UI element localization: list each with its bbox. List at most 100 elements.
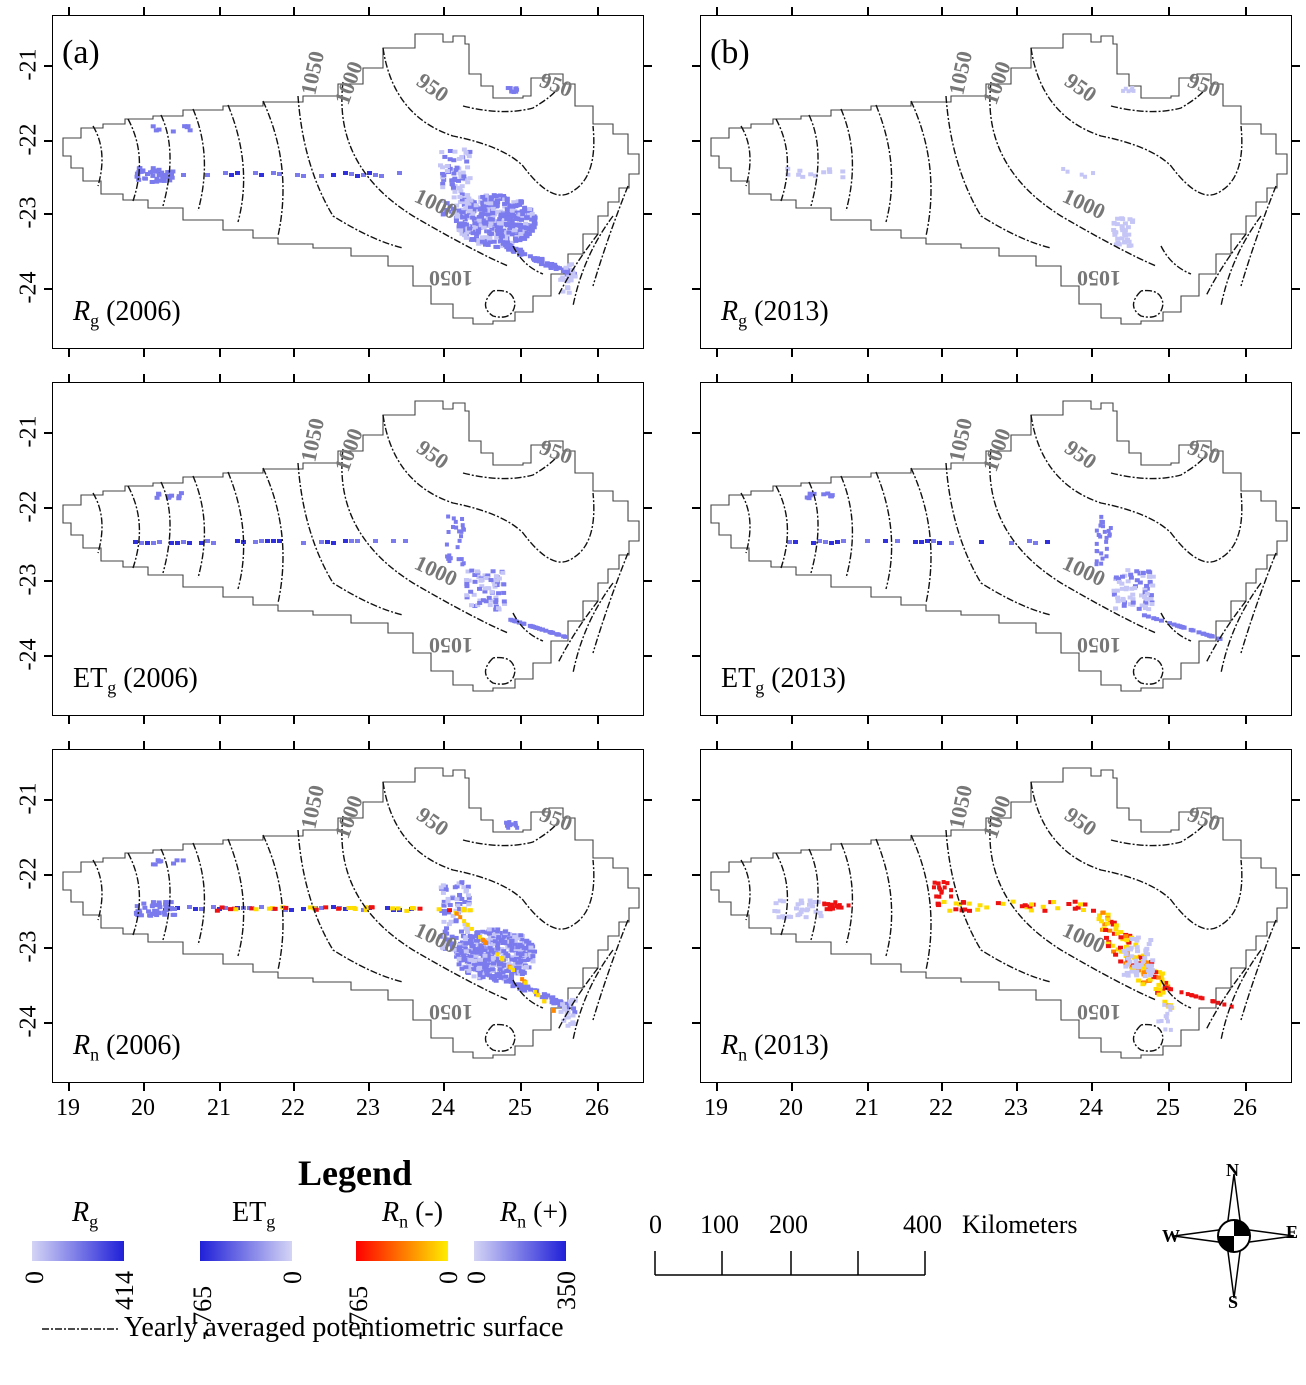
x-tick-mark <box>293 349 295 357</box>
y-tick-mark <box>644 140 652 142</box>
y-tick-mark <box>644 655 652 657</box>
panel-letter: (a) <box>62 34 100 71</box>
contour-line <box>1110 454 1207 480</box>
scale-label: 400 <box>903 1210 942 1239</box>
contour-line <box>297 462 404 616</box>
contour-label: 1050 <box>295 416 329 464</box>
x-tick-mark <box>1016 1083 1018 1091</box>
y-tick-mark <box>692 799 700 801</box>
raster-cells <box>787 491 1223 641</box>
y-tick-mark <box>44 1022 52 1024</box>
contour-label: 950 <box>1184 801 1224 836</box>
contour-label: 950 <box>1060 68 1101 107</box>
contour-line <box>592 919 629 1021</box>
scale-bar <box>654 1251 926 1276</box>
x-tick-label: 21 <box>855 1095 879 1121</box>
x-tick-mark <box>1168 7 1170 15</box>
x-tick-mark <box>597 1083 599 1091</box>
contour-line <box>462 454 559 480</box>
contour-line <box>989 448 1157 634</box>
contour-label: 1000 <box>329 792 368 842</box>
y-tick-mark <box>1292 140 1300 142</box>
compass-south-label: S <box>1228 1292 1239 1312</box>
basin-outline <box>710 767 1288 1059</box>
x-tick-mark <box>219 716 221 724</box>
y-tick-label: -21 <box>15 782 42 815</box>
contour-line <box>557 600 599 664</box>
x-tick-mark <box>716 716 718 724</box>
map-panel-1: 1050 1000 950 950 1000 1050 (a) Rg (2006) <box>52 15 644 349</box>
x-tick-mark <box>219 7 221 15</box>
contour-line <box>840 842 854 946</box>
legend-min-value: 0 <box>20 1271 49 1284</box>
x-tick-mark <box>867 7 869 15</box>
y-tick-mark <box>1292 799 1300 801</box>
contour-line <box>127 118 141 202</box>
x-tick-mark <box>368 7 370 15</box>
contour-legend-line <box>42 1328 120 1330</box>
contour-label: 1050 <box>295 49 329 97</box>
y-tick-mark <box>1292 432 1300 434</box>
y-tick-label: -24 <box>15 638 42 671</box>
x-tick-label: 22 <box>929 1095 953 1121</box>
contour-line <box>592 185 629 287</box>
contour-line <box>1240 919 1277 1021</box>
y-tick-mark <box>644 65 652 67</box>
y-tick-mark <box>692 655 700 657</box>
y-tick-mark <box>644 213 652 215</box>
y-tick-mark <box>692 288 700 290</box>
contour-line <box>1205 967 1247 1031</box>
x-tick-mark <box>1016 741 1018 749</box>
y-tick-mark <box>1292 655 1300 657</box>
contour-label: 1050 <box>429 1000 473 1025</box>
x-tick-mark <box>293 7 295 15</box>
contour-label: 1050 <box>1077 266 1121 291</box>
x-tick-mark <box>368 1083 370 1091</box>
contour-label: 950 <box>536 434 576 469</box>
contour-line <box>1160 612 1192 642</box>
x-tick-mark <box>791 374 793 382</box>
x-tick-mark <box>1245 349 1247 357</box>
contour-line <box>192 108 206 212</box>
x-tick-mark <box>1091 349 1093 357</box>
contour-line <box>1220 215 1262 307</box>
contour-line <box>262 100 284 237</box>
x-tick-mark <box>293 1083 295 1091</box>
y-tick-mark <box>692 580 700 582</box>
y-tick-mark <box>44 874 52 876</box>
y-tick-label: -22 <box>15 123 42 156</box>
x-tick-mark <box>219 349 221 357</box>
map-panel-4: 1050 1000 950 950 1000 1050 ETg (2013) <box>700 382 1292 716</box>
x-tick-mark <box>368 741 370 749</box>
panel-variable-label: ETg (2006) <box>73 663 198 698</box>
x-tick-label: 24 <box>1079 1095 1103 1121</box>
panel-variable-label: Rg (2006) <box>73 296 181 331</box>
x-tick-mark <box>520 716 522 724</box>
contour-line <box>512 612 544 642</box>
raster-cells <box>772 880 1234 1032</box>
legend-color-bar <box>356 1241 448 1261</box>
contour-label: 950 <box>1184 434 1224 469</box>
x-tick-mark <box>1168 349 1170 357</box>
y-tick-mark <box>692 874 700 876</box>
x-tick-label: 19 <box>56 1095 80 1121</box>
contour-line <box>512 245 544 275</box>
contour-line <box>840 108 854 212</box>
x-tick-mark <box>443 349 445 357</box>
x-tick-mark <box>143 716 145 724</box>
contour-line <box>1205 233 1247 297</box>
x-tick-mark <box>1016 349 1018 357</box>
y-tick-mark <box>44 65 52 67</box>
x-tick-mark <box>941 716 943 724</box>
x-tick-mark <box>520 374 522 382</box>
contour-line <box>989 81 1157 267</box>
legend-item-label: Rn (-) <box>382 1197 444 1232</box>
x-tick-mark <box>443 741 445 749</box>
x-tick-mark <box>941 374 943 382</box>
basin-outline <box>62 33 640 325</box>
y-tick-mark <box>644 507 652 509</box>
contour-line <box>227 104 245 223</box>
y-tick-mark <box>644 874 652 876</box>
contour-label: 950 <box>1184 67 1224 102</box>
contour-line <box>227 471 245 590</box>
